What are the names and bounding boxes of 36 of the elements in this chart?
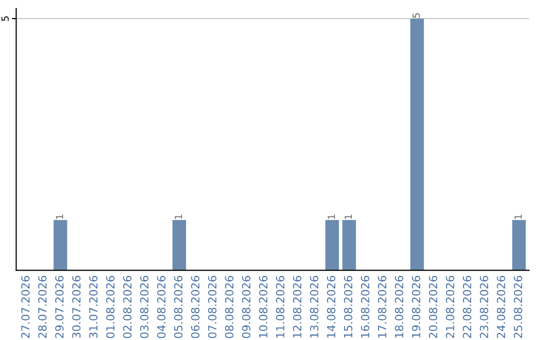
- x-tick-label: 13.08.2026: [310, 276, 318, 338]
- x-tick-label: 05.08.2026: [174, 276, 182, 338]
- x-tick-label: 02.08.2026: [123, 276, 132, 338]
- x-tick-label: 22.08.2026: [462, 276, 472, 338]
- x-tick-label: 07.08.2026: [208, 276, 216, 338]
- x-tick-label: 14.08.2026: [326, 276, 336, 338]
- x-tick-label: 31.07.2026: [89, 276, 98, 338]
- x-tick-label: 03.08.2026: [140, 276, 149, 338]
- data-label: 1: [514, 214, 522, 219]
- x-tick-label: 01.08.2026: [106, 276, 115, 338]
- data-label: 1: [328, 214, 335, 219]
- data-label: 1: [344, 214, 352, 219]
- x-tick-label: 17.08.2026: [378, 276, 386, 338]
- x-tick-label: 09.08.2026: [242, 276, 250, 338]
- x-tick-label: 23.08.2026: [480, 276, 488, 338]
- x-tick-label: 21.08.2026: [446, 276, 454, 338]
- x-tick-label: 04.08.2026: [157, 276, 166, 338]
- data-label: 5: [412, 13, 420, 18]
- x-tick-label: 20.08.2026: [428, 276, 438, 338]
- x-tick-label: 29.07.2026: [55, 276, 64, 338]
- x-tick-label: 24.08.2026: [496, 276, 506, 338]
- x-tick-label: 16.08.2026: [360, 276, 370, 338]
- data-label: 1: [174, 214, 182, 219]
- x-tick-label: 28.07.2026: [38, 276, 47, 338]
- x-tick-label: 08.08.2026: [225, 276, 234, 338]
- x-tick-label: 12.08.2026: [293, 276, 302, 338]
- data-label: 1: [56, 214, 64, 219]
- x-tick-label: 10.08.2026: [259, 276, 268, 338]
- x-tick-label: 27.07.2026: [21, 276, 30, 338]
- x-tick-label: 06.08.2026: [191, 276, 200, 338]
- x-tick-label: 30.07.2026: [72, 276, 81, 338]
- x-tick-label: 15.08.2026: [344, 276, 352, 338]
- x-tick-label: 19.08.2026: [412, 276, 420, 338]
- x-tick-label: 18.08.2026: [394, 276, 404, 338]
- x-tick-label: 11.08.2026: [276, 276, 284, 338]
- x-tick-label: 25.08.2026: [514, 276, 522, 338]
